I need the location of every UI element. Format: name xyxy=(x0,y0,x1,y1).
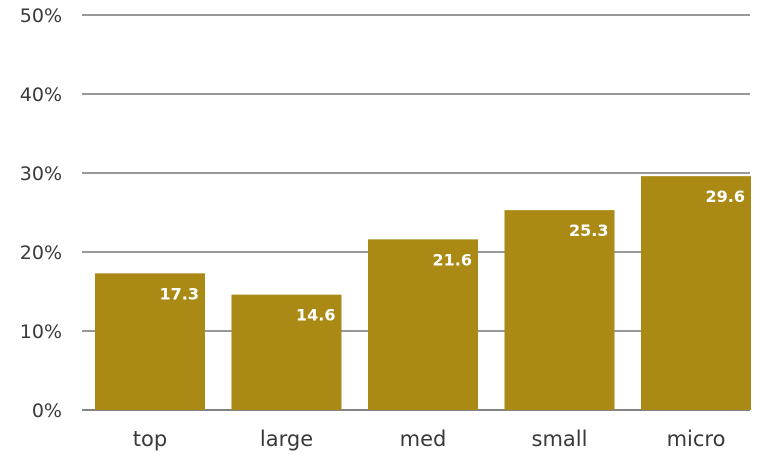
bar-top xyxy=(95,273,205,410)
x-tick-label-med: med xyxy=(400,427,447,451)
data-label-small: 25.3 xyxy=(569,221,608,240)
bar-micro xyxy=(641,176,751,410)
x-tick-label-top: top xyxy=(133,427,167,451)
y-tick-label: 10% xyxy=(20,321,62,343)
y-tick-label: 40% xyxy=(20,84,62,106)
y-tick-label: 20% xyxy=(20,242,62,264)
x-tick-label-small: small xyxy=(532,427,588,451)
bar-small xyxy=(504,210,615,410)
bar-large xyxy=(231,294,342,410)
y-axis-ticks: 0% 10% 20% 30% 40% 50% xyxy=(20,5,62,422)
x-tick-label-large: large xyxy=(260,427,313,451)
bar-med xyxy=(368,239,478,410)
y-tick-label: 50% xyxy=(20,5,62,27)
x-axis-ticks: top large med small micro xyxy=(133,427,726,451)
y-tick-label: 30% xyxy=(20,163,62,185)
data-label-med: 21.6 xyxy=(433,250,472,269)
y-tick-label: 0% xyxy=(32,400,62,422)
data-label-top: 17.3 xyxy=(160,284,199,303)
data-labels: 17.3 14.6 21.6 25.3 29.6 xyxy=(160,187,745,325)
bars xyxy=(95,176,751,410)
x-tick-label-micro: micro xyxy=(667,427,726,451)
data-label-micro: 29.6 xyxy=(706,187,745,206)
data-label-large: 14.6 xyxy=(296,306,335,325)
